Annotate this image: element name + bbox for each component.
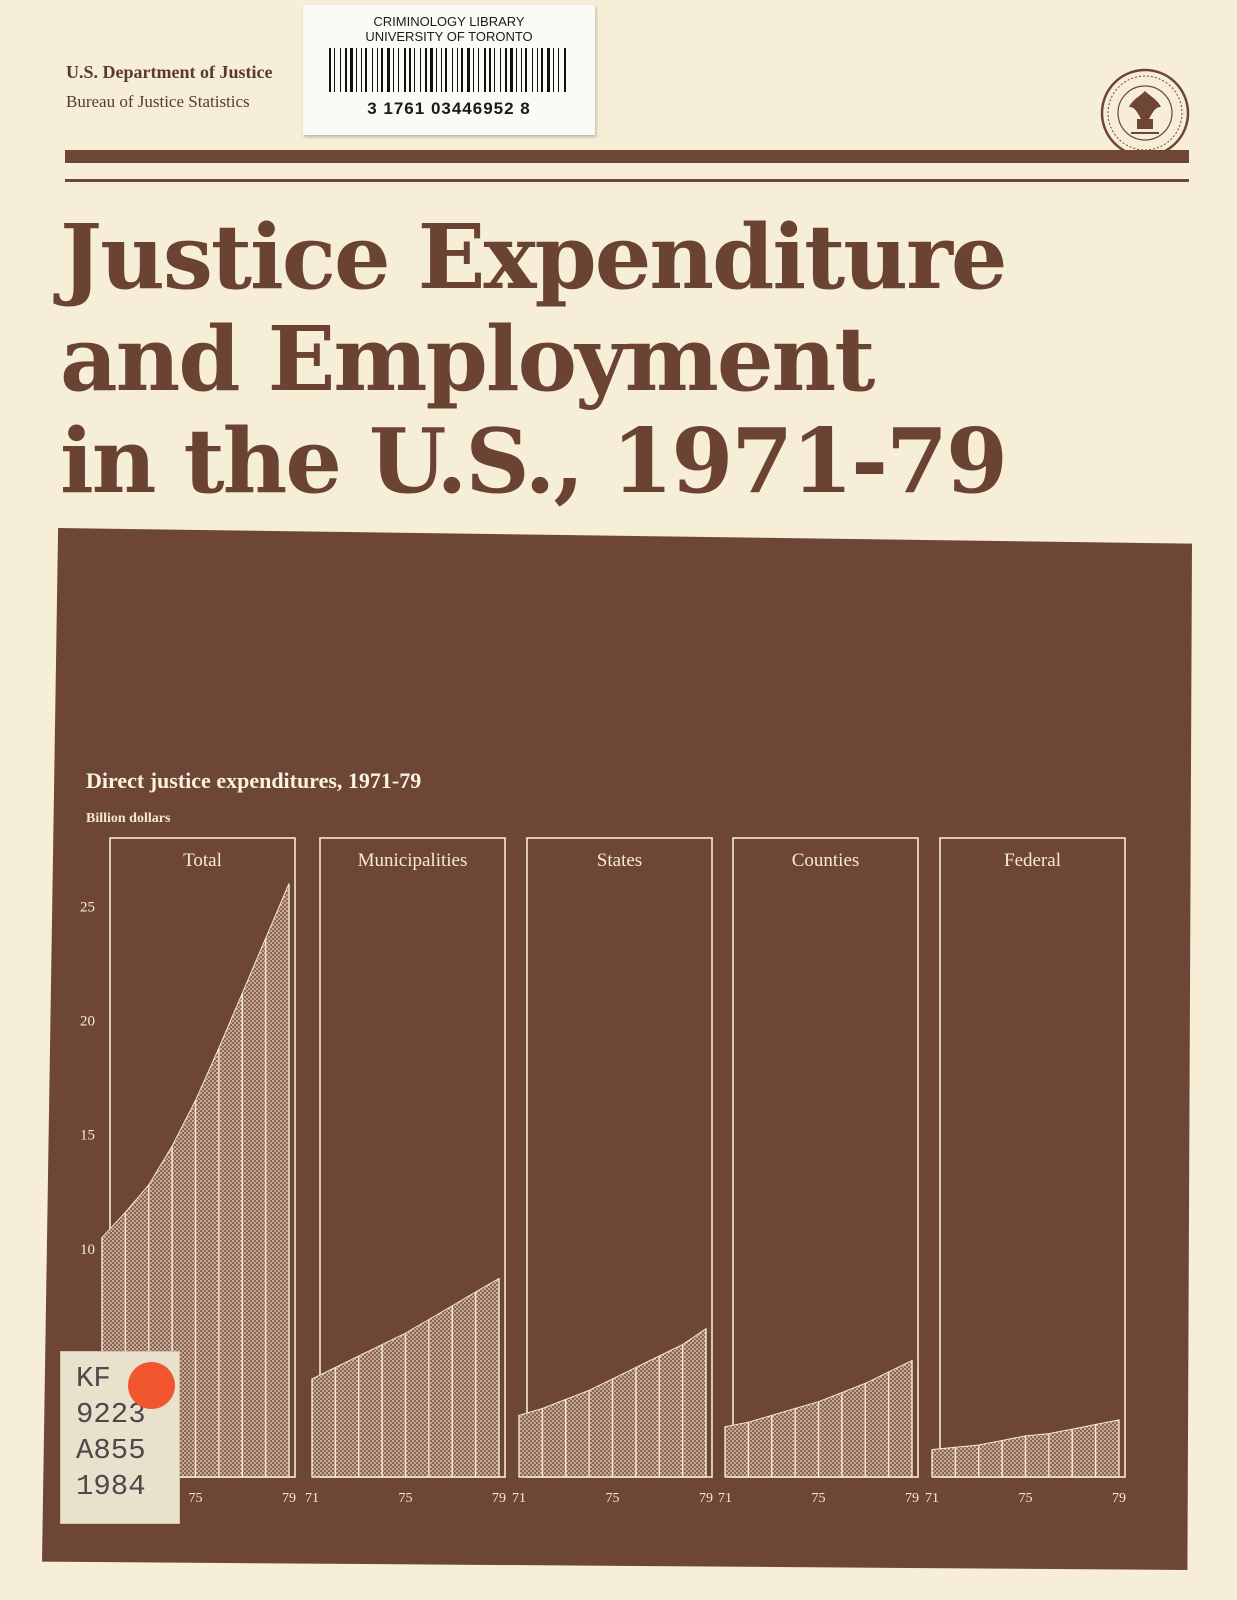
title-line-2: and Employment <box>60 306 875 411</box>
call-number-line: 1984 <box>76 1470 146 1503</box>
x-tick-label: 79 <box>492 1491 506 1506</box>
agency-block: U.S. Department of Justice Bureau of Jus… <box>66 58 272 116</box>
report-title: Justice Expenditure and Employment in th… <box>60 204 1008 513</box>
x-tick-label: 75 <box>399 1491 413 1506</box>
x-tick-label: 71 <box>305 1491 319 1506</box>
x-tick-label: 71 <box>925 1491 939 1506</box>
orange-sticker-dot <box>128 1362 175 1409</box>
title-line-1: Justice Expenditure <box>60 204 1007 309</box>
panel-label: Municipalities <box>358 850 468 871</box>
title-line-3: in the U.S., 1971-79 <box>60 408 1008 513</box>
y-tick-label: 25 <box>80 899 95 915</box>
x-tick-label: 75 <box>189 1491 203 1506</box>
x-tick-label: 71 <box>718 1491 732 1506</box>
barcode-number: 3 1761 03446952 8 <box>367 99 531 118</box>
call-number-label: KF 9223 A855 1984 <box>60 1351 180 1524</box>
barcode-icon <box>329 48 566 92</box>
chart-title: Direct justice expenditures, 1971-79 <box>86 768 422 793</box>
panel-label: Total <box>183 850 222 871</box>
call-number-line: 9223 <box>76 1398 146 1431</box>
library-barcode-label: CRIMINOLOGY LIBRARY UNIVERSITY OF TORONT… <box>303 5 595 135</box>
header-rule-thin <box>65 179 1189 182</box>
panel-label: Counties <box>792 850 860 871</box>
x-tick-label: 75 <box>606 1491 620 1506</box>
x-tick-label: 79 <box>282 1491 296 1506</box>
bureau-name: Bureau of Justice Statistics <box>66 92 250 111</box>
x-tick-label: 75 <box>812 1491 826 1506</box>
call-number-line: A855 <box>76 1434 146 1467</box>
panel-frame <box>939 837 1126 1478</box>
x-tick-label: 79 <box>1112 1491 1126 1506</box>
library-name: CRIMINOLOGY LIBRARY <box>373 14 525 29</box>
y-tick-label: 10 <box>80 1242 95 1258</box>
x-tick-label: 79 <box>905 1491 919 1506</box>
call-number-line: KF <box>76 1362 111 1395</box>
university-name: UNIVERSITY OF TORONTO <box>365 29 533 44</box>
panel-label: States <box>597 850 642 871</box>
x-tick-label: 71 <box>512 1491 526 1506</box>
department-name: U.S. Department of Justice <box>66 62 273 82</box>
y-tick-label: 20 <box>80 1014 95 1030</box>
header-rule-thick <box>65 150 1189 163</box>
panel-label: Federal <box>1004 850 1061 871</box>
x-tick-label: 79 <box>699 1491 713 1506</box>
x-tick-label: 75 <box>1019 1491 1033 1506</box>
chart-y-unit: Billion dollars <box>86 811 171 826</box>
y-tick-label: 15 <box>80 1128 95 1144</box>
